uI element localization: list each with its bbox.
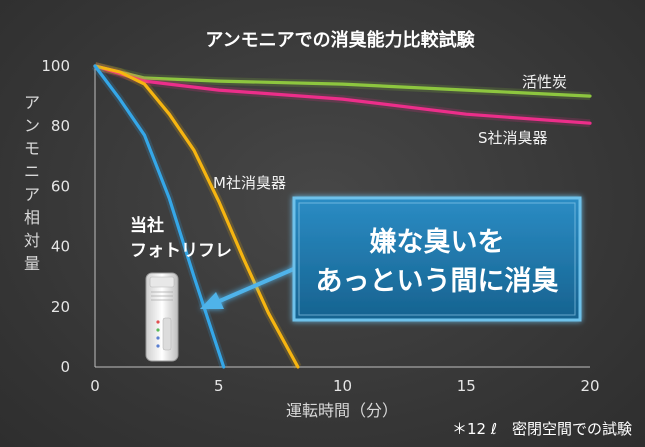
series-line-2 (93, 64, 300, 369)
y-axis-title-char: ア (24, 185, 40, 204)
series-label-activated-carbon: 活性炭 (522, 73, 567, 91)
x-tick-label: 20 (580, 377, 599, 395)
series-label-company-m: M社消臭器 (213, 174, 286, 192)
footnote: ＊12 ℓ 密閉空間での試験 (452, 420, 632, 438)
y-tick-label: 80 (51, 117, 70, 135)
series-label-ours-line2: フォトリフレ (130, 241, 232, 261)
product-device-image (145, 272, 179, 362)
series-label-company-s: S社消臭器 (478, 129, 548, 147)
callout-line1: 嫌な臭いを (370, 227, 505, 258)
series-label-ours-line1: 当社 (130, 215, 164, 236)
y-axis-title-char: 量 (24, 254, 40, 273)
y-axis-title-char: 相 (24, 208, 40, 227)
y-axis-title-char: ニ (24, 162, 40, 181)
y-tick-label: 60 (51, 177, 70, 195)
series-group (91, 62, 592, 369)
x-tick-label: 10 (333, 377, 352, 395)
series-line-3 (93, 64, 226, 369)
callout-box: 嫌な臭いを あっという間に消臭 (292, 196, 582, 322)
callout-line2: あっという間に消臭 (316, 266, 559, 297)
callout-arrow (200, 266, 298, 309)
chart-title: アンモニアでの消臭能力比較試験 (205, 29, 475, 51)
y-tick-label: 0 (60, 358, 70, 376)
y-axis-title-char: 対 (24, 231, 40, 250)
y-tick-labels: 0 20 40 60 80 100 (41, 57, 70, 376)
x-tick-label: 15 (457, 377, 476, 395)
x-tick-labels: 0 5 10 15 20 (90, 377, 599, 395)
y-tick-label: 100 (41, 57, 70, 75)
y-axis-title-char: ン (24, 116, 40, 135)
y-tick-label: 20 (51, 298, 70, 316)
axes (94, 66, 590, 368)
x-axis-title: 運転時間（分） (286, 401, 398, 420)
y-axis-title-char: ア (24, 93, 40, 112)
y-axis-title-char: モ (24, 139, 40, 158)
x-tick-label: 5 (214, 377, 224, 395)
series-line-0 (93, 64, 592, 98)
y-tick-label: 40 (51, 238, 70, 256)
x-tick-label: 0 (90, 377, 100, 395)
